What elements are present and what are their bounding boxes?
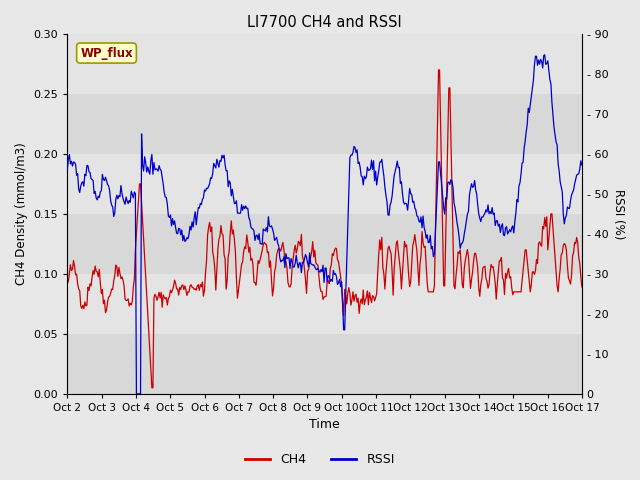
Y-axis label: CH4 Density (mmol/m3): CH4 Density (mmol/m3) — [15, 143, 28, 285]
X-axis label: Time: Time — [309, 419, 340, 432]
Bar — [67, 274, 582, 334]
Text: WP_flux: WP_flux — [80, 47, 133, 60]
Bar — [67, 214, 582, 274]
Bar — [67, 334, 582, 394]
Bar — [67, 94, 582, 154]
Bar — [67, 34, 582, 94]
Title: LI7700 CH4 and RSSI: LI7700 CH4 and RSSI — [247, 15, 402, 30]
Legend: CH4, RSSI: CH4, RSSI — [240, 448, 400, 471]
Bar — [67, 154, 582, 214]
Y-axis label: RSSI (%): RSSI (%) — [612, 189, 625, 239]
